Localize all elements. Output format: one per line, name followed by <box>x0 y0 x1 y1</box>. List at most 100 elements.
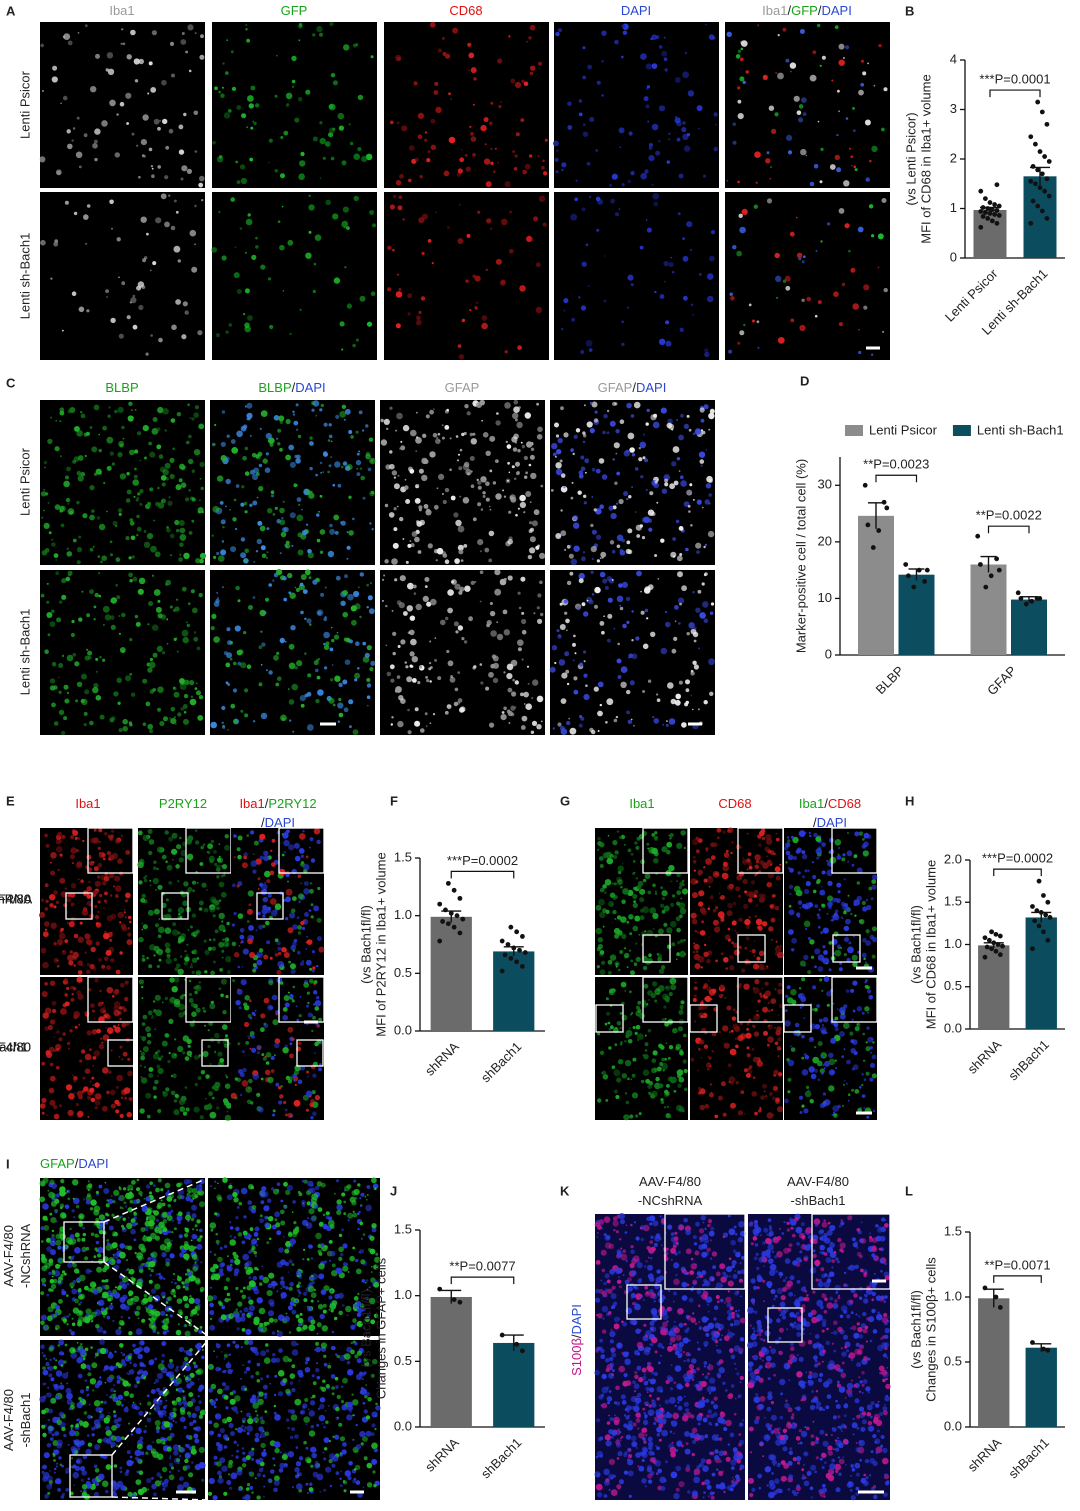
cell-signal <box>328 423 332 427</box>
cell-signal <box>766 198 773 204</box>
cell-signal <box>57 868 60 872</box>
cell-signal <box>133 58 140 65</box>
cell-signal <box>682 255 689 262</box>
cell-signal <box>316 609 324 617</box>
cell-signal <box>225 478 231 485</box>
cell-signal <box>691 918 698 925</box>
cell-signal <box>611 173 618 180</box>
cell-signal <box>191 469 195 473</box>
cell-signal <box>72 538 77 543</box>
cell-signal <box>60 455 62 457</box>
cell-signal <box>777 1037 782 1042</box>
cell-signal <box>871 884 877 890</box>
cell-signal <box>539 552 546 560</box>
cell-signal <box>149 689 155 694</box>
cell-signal <box>189 925 193 929</box>
cell-signal <box>463 544 468 548</box>
cell-signal <box>392 631 397 637</box>
cell-signal <box>262 914 266 918</box>
cell-signal <box>432 713 436 716</box>
cell-signal <box>821 886 823 888</box>
cell-signal <box>621 24 626 29</box>
cell-signal <box>231 86 237 91</box>
cell-signal <box>82 1232 87 1237</box>
cell-signal <box>207 843 214 850</box>
cell-signal <box>137 492 141 496</box>
cell-signal <box>220 993 224 998</box>
cell-signal <box>95 922 99 925</box>
cell-signal <box>616 1077 622 1083</box>
cell-signal <box>153 1000 156 1003</box>
cell-signal <box>420 296 426 301</box>
cell-signal <box>601 94 604 97</box>
cell-signal <box>58 1037 63 1042</box>
cell-signal <box>757 834 762 839</box>
cell-signal <box>553 140 559 147</box>
cell-signal <box>49 903 54 908</box>
cell-signal <box>754 1111 758 1116</box>
cell-signal <box>258 682 263 687</box>
cell-signal <box>308 204 315 211</box>
cell-signal <box>238 1006 242 1010</box>
cell-signal <box>94 915 100 920</box>
cell-signal <box>207 1044 211 1049</box>
cell-signal <box>148 147 153 152</box>
cell-signal <box>64 200 69 205</box>
cell-signal <box>237 1069 243 1074</box>
cell-signal <box>697 1069 700 1072</box>
cell-signal <box>250 860 258 867</box>
cell-signal <box>216 1106 220 1110</box>
cell-signal <box>221 540 225 543</box>
cell-signal <box>113 885 116 888</box>
cell-signal <box>612 896 616 901</box>
cell-signal <box>311 408 315 412</box>
cell-signal <box>472 103 475 106</box>
cell-signal <box>60 102 62 105</box>
cell-signal <box>598 458 605 464</box>
cell-signal <box>182 301 188 307</box>
cell-signal <box>90 1003 95 1008</box>
cell-signal <box>671 648 677 654</box>
cell-signal <box>332 80 338 86</box>
cell-signal <box>282 832 289 839</box>
cell-signal <box>483 158 491 165</box>
cell-signal <box>304 912 309 917</box>
cell-signal <box>561 327 564 331</box>
cell-signal <box>150 165 153 168</box>
cell-signal <box>555 468 563 476</box>
cell-signal <box>346 226 350 231</box>
cell-signal <box>485 497 490 502</box>
cell-signal <box>118 1319 125 1326</box>
cell-signal <box>80 964 83 967</box>
cell-signal <box>49 1062 54 1067</box>
cell-signal <box>620 885 623 889</box>
cell-signal <box>177 907 185 914</box>
cell-signal <box>69 950 73 954</box>
cell-signal <box>165 1033 170 1038</box>
cell-signal <box>343 418 346 421</box>
cell-signal <box>295 1005 298 1008</box>
cell-signal <box>106 296 108 298</box>
cell-signal <box>50 1217 57 1224</box>
cell-signal <box>140 588 143 591</box>
cell-signal <box>810 955 815 959</box>
cell-signal <box>822 1017 829 1023</box>
cell-signal <box>84 951 87 955</box>
cell-signal <box>195 1007 201 1013</box>
cell-signal <box>73 1076 78 1081</box>
cell-signal <box>92 143 98 149</box>
cell-signal <box>67 1041 71 1045</box>
cell-signal <box>615 502 619 505</box>
cell-signal <box>56 170 61 176</box>
cell-signal <box>306 490 311 495</box>
cell-signal <box>552 452 557 457</box>
label-part: GFAP <box>598 380 633 395</box>
cell-signal <box>489 722 495 728</box>
cell-signal <box>628 949 632 952</box>
cell-signal <box>709 1092 714 1098</box>
cell-signal <box>421 457 428 465</box>
cell-signal <box>510 712 515 717</box>
cell-signal <box>181 629 189 637</box>
cell-signal <box>616 471 621 476</box>
cell-signal <box>431 262 434 265</box>
